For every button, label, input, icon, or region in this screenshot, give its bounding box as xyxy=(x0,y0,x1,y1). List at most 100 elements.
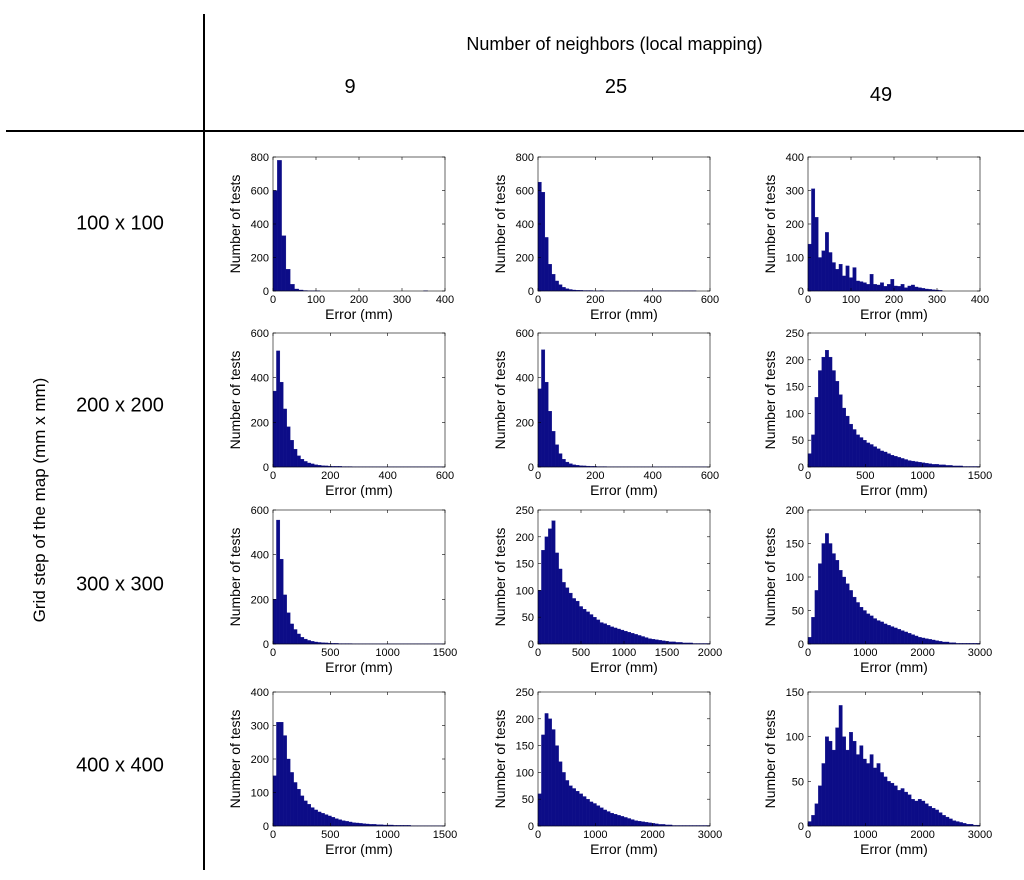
histogram-bar xyxy=(900,788,905,827)
histogram-bar xyxy=(931,807,936,827)
histogram-bar xyxy=(293,629,298,645)
histogram-bar xyxy=(814,217,819,292)
histogram-bar xyxy=(921,800,926,827)
y-tick-label: 800 xyxy=(251,152,269,164)
histogram-bar xyxy=(358,823,363,827)
histogram-bar xyxy=(876,763,881,827)
histogram-bar xyxy=(637,635,642,645)
histogram-bar xyxy=(931,464,936,468)
y-tick-label: 200 xyxy=(516,417,534,429)
histogram-bar xyxy=(873,284,877,292)
x-tick-label: 1000 xyxy=(375,647,399,659)
plot-frame xyxy=(537,156,711,292)
histogram-bar xyxy=(921,462,926,468)
histogram-bar xyxy=(661,640,666,645)
histogram-bar xyxy=(641,636,645,645)
x-tick-label: 1500 xyxy=(655,647,679,659)
histogram-bar xyxy=(300,637,305,645)
x-tick-label: 300 xyxy=(393,294,411,306)
histogram-bar xyxy=(303,800,308,827)
row-header-title-text: Grid step of the map (mm x mm) xyxy=(30,377,49,623)
x-tick-label: 400 xyxy=(643,470,661,482)
histogram-bar xyxy=(869,444,874,468)
histogram-bar xyxy=(572,464,576,468)
x-axis-label: Error (mm) xyxy=(590,306,658,322)
histogram-bar xyxy=(303,461,308,468)
histogram-bar xyxy=(548,264,552,292)
histogram-bar xyxy=(914,800,919,827)
histogram-bar xyxy=(911,799,915,827)
histogram-bar xyxy=(644,822,649,827)
histogram-bar xyxy=(272,190,278,292)
histogram-bar xyxy=(572,598,576,645)
histogram-bar xyxy=(821,250,826,292)
histogram-bar xyxy=(828,356,833,468)
histogram-bar xyxy=(828,252,833,292)
histogram-bar xyxy=(355,822,360,827)
histogram-bar xyxy=(890,626,895,645)
x-tick-label: 2000 xyxy=(640,829,664,841)
x-axis-label: Error (mm) xyxy=(325,482,393,498)
x-tick-label: 0 xyxy=(535,647,541,659)
histogram-bar xyxy=(886,284,891,292)
histogram-bar xyxy=(962,823,967,827)
plot-frame xyxy=(537,332,711,468)
histogram-bar xyxy=(883,623,888,645)
histogram-bar xyxy=(568,592,573,645)
histogram-bar xyxy=(876,284,881,292)
histogram-bar xyxy=(911,460,915,468)
histogram-3-1: 0 500 1000 1500 0 200 400 600 Error (mm) Number o… xyxy=(227,505,457,675)
histogram-bar xyxy=(610,626,614,645)
histogram-bar xyxy=(599,622,604,645)
x-tick-label: 0 xyxy=(535,829,541,841)
histogram-bar xyxy=(869,274,874,292)
histogram-bar xyxy=(362,823,367,827)
histogram-bar xyxy=(807,243,812,292)
histogram-2-1: 0 200 400 600 0 200 400 600 Error (mm) Number of … xyxy=(227,328,454,498)
y-tick-label: 300 xyxy=(786,186,804,198)
histogram-bar xyxy=(290,284,295,292)
x-tick-label: 500 xyxy=(321,829,339,841)
histogram-bar xyxy=(814,590,819,645)
histogram-bar xyxy=(900,630,905,645)
histogram-bar xyxy=(310,463,315,468)
histogram-bar xyxy=(924,638,929,645)
histogram-bar xyxy=(942,641,946,645)
histogram-bar xyxy=(818,785,822,827)
y-tick-label: 200 xyxy=(516,714,534,726)
histogram-bar xyxy=(917,287,922,292)
histogram-bar xyxy=(537,388,542,468)
histogram-bar xyxy=(876,448,881,468)
y-tick-label: 300 xyxy=(251,721,269,733)
x-tick-label: 300 xyxy=(928,294,946,306)
histogram-bar xyxy=(924,803,929,827)
y-tick-label: 100 xyxy=(786,253,804,265)
histogram-bar xyxy=(321,813,325,827)
histogram-bar xyxy=(351,822,356,827)
x-axis-label: Error (mm) xyxy=(860,841,928,857)
y-tick-label: 50 xyxy=(792,606,804,618)
histogram-bar xyxy=(811,815,816,827)
histogram-bar xyxy=(623,630,628,645)
histogram-bar xyxy=(620,816,625,827)
x-tick-label: 400 xyxy=(971,294,989,306)
histogram-bar xyxy=(634,634,638,645)
histogram-1-2: 0 200 400 600 0 200 400 600 800 Error (mm) Number … xyxy=(492,152,719,322)
histogram-bar xyxy=(904,791,908,827)
column-label-49: 49 xyxy=(869,84,893,106)
y-tick-label: 0 xyxy=(263,462,269,474)
histogram-bar xyxy=(948,818,953,827)
y-axis-label: Number of tests xyxy=(762,528,778,627)
x-tick-label: 600 xyxy=(436,470,454,482)
y-axis-label: Number of tests xyxy=(492,710,508,809)
histogram-bar xyxy=(907,285,912,292)
histogram-bar xyxy=(845,749,850,827)
histogram-bar xyxy=(835,381,840,468)
histogram-bar xyxy=(893,456,898,468)
histogram-2-3: 0 500 1000 1500 0 50 100 150 200 250 Error (mm) Num… xyxy=(762,328,992,498)
x-tick-label: 2000 xyxy=(698,647,722,659)
x-tick-label: 1000 xyxy=(375,829,399,841)
x-axis-label: Error (mm) xyxy=(860,482,928,498)
histogram-bar xyxy=(565,587,570,645)
x-tick-label: 0 xyxy=(270,470,276,482)
